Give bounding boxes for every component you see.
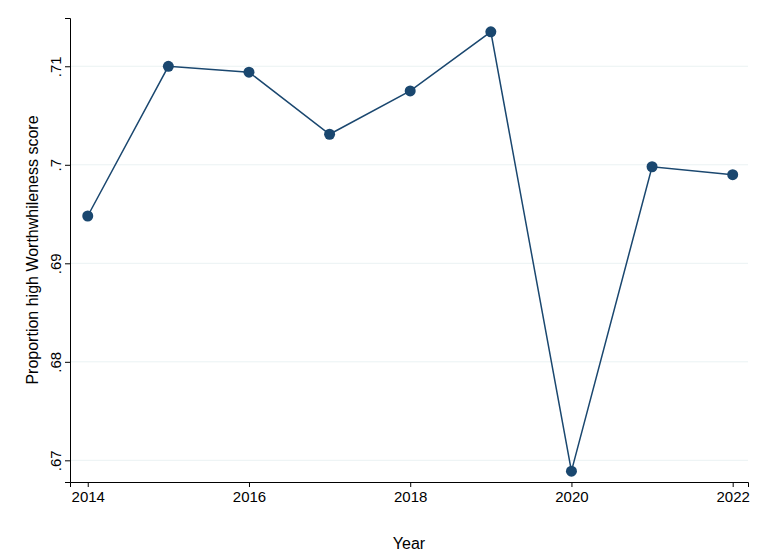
x-tick-label: 2022 [716,488,749,505]
grid-line [70,164,748,165]
y-tick: .67 [47,450,70,471]
y-tick-mark [65,362,70,363]
data-point [82,211,93,222]
data-point [485,26,496,37]
y-axis-title: Proportion high Worthwhileness score [24,115,41,384]
y-tick-mark [65,263,70,264]
data-point [405,85,416,96]
data-point [243,67,254,78]
chart: .67 .68 .69 .7 .71 2014 2016 2018 2020 2022 Year Pr… [0,0,768,559]
x-tick: 2014 [72,482,105,505]
y-tick-label: .7 [47,159,64,172]
y-tick-label: .68 [47,352,64,373]
x-tick-mark [249,482,250,487]
data-line [88,32,733,471]
plot-area [82,26,738,476]
y-tick: .68 [47,352,70,373]
x-axis-title: Year [393,535,426,552]
y-tick-label: .71 [47,56,64,77]
y-tick: .7 [47,159,70,172]
x-tick-mark [88,482,89,487]
grid-line [70,361,748,362]
y-tick-mark [65,66,70,67]
x-tick: 2020 [555,482,588,505]
x-axis: 2014 2016 2018 2020 2022 [71,482,750,505]
data-point [727,169,738,180]
x-tick-mark [733,482,734,487]
grid-line [70,263,748,264]
x-tick-label: 2018 [394,488,427,505]
data-point [163,61,174,72]
y-tick-label: .67 [47,450,64,471]
grid-line [70,460,748,461]
x-tick-label: 2016 [233,488,266,505]
data-point [647,161,658,172]
y-tick: .71 [47,56,70,77]
x-tick-mark [571,482,572,487]
x-tick-label: 2020 [555,488,588,505]
x-tick-label: 2014 [72,488,105,505]
x-tick: 2016 [233,482,266,505]
x-axis-line [71,483,749,488]
x-tick-mark [410,482,411,487]
data-point [566,466,577,477]
y-tick-mark [65,165,70,166]
y-tick-label: .69 [47,253,64,274]
y-tick-mark [65,460,70,461]
data-point [324,129,335,140]
x-tick: 2018 [394,482,427,505]
grid [70,66,748,460]
y-tick: .69 [47,253,70,274]
x-tick: 2022 [716,482,749,505]
y-axis-line [65,19,71,483]
y-axis: .67 .68 .69 .7 .71 [47,19,71,483]
